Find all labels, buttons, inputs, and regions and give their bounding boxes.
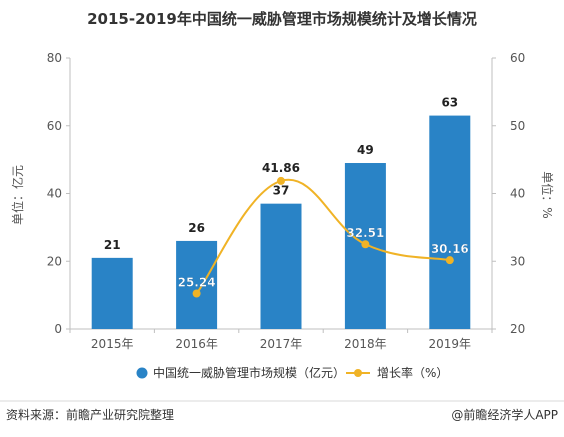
- chart-title: 2015-2019年中国统一威胁管理市场规模统计及增长情况: [87, 10, 477, 28]
- growth-rate-point: [277, 176, 285, 185]
- bar: [176, 240, 218, 329]
- growth-rate-label: 30.16: [431, 242, 469, 256]
- legend-marker-bar: [136, 367, 148, 379]
- y-axis-right-label: 单位：%: [540, 171, 555, 218]
- bar: [429, 115, 471, 330]
- y-axis-right-tick-label: 40: [510, 187, 525, 201]
- growth-rate-label: 41.86: [262, 161, 300, 175]
- y-axis-left-tick-label: 60: [47, 119, 62, 133]
- bar: [91, 257, 133, 329]
- footer-brand: @前瞻经济学人APP: [451, 407, 558, 422]
- x-axis-tick-label: 2018年: [344, 337, 387, 351]
- legend-label-bar: 中国统一威胁管理市场规模（亿元）: [153, 365, 345, 380]
- x-axis-tick-label: 2019年: [429, 337, 472, 351]
- x-axis-tick-label: 2017年: [260, 337, 303, 351]
- y-axis-left-tick-label: 20: [47, 254, 62, 268]
- axes: 0 20 40 60 80 20 30 40 50 60 2015年 2016年 2017年 2018年 2…: [47, 51, 526, 351]
- growth-rate-point: [361, 240, 370, 249]
- growth-rate-point: [192, 289, 201, 298]
- growth-rate-line: [195, 178, 450, 295]
- y-axis-right-tick-label: 30: [510, 254, 525, 268]
- y-axis-left-tick-label: 0: [54, 322, 62, 336]
- footer-source: 资料来源：前瞻产业研究院整理: [6, 407, 174, 422]
- growth-rate-label: 25.24: [178, 275, 216, 289]
- bar-value-label: 63: [441, 96, 458, 110]
- bar-value-label: 26: [188, 221, 205, 235]
- y-axis-right-tick-label: 50: [510, 119, 525, 133]
- y-axis-left-tick-label: 80: [47, 51, 62, 65]
- line-labels: 25.24 41.86 32.51 30.16: [177, 161, 469, 290]
- bar-value-label: 49: [357, 143, 374, 157]
- x-axis-tick-label: 2015年: [91, 337, 134, 351]
- bar-series: [91, 115, 471, 330]
- y-axis-right-tick-label: 20: [510, 322, 525, 336]
- bar-value-label: 21: [104, 238, 121, 252]
- bar-value-label: 37: [273, 184, 290, 198]
- legend-marker-line-dot: [354, 369, 362, 377]
- growth-rate-point: [445, 256, 454, 265]
- legend: 中国统一威胁管理市场规模（亿元） 增长率（%）: [136, 365, 448, 380]
- y-axis-left-tick-label: 40: [47, 187, 62, 201]
- growth-rate-label: 32.51: [346, 226, 384, 240]
- y-axis-right-tick-label: 60: [510, 51, 525, 65]
- x-axis-tick-label: 2016年: [175, 337, 218, 351]
- bar: [260, 203, 302, 329]
- legend-label-line: 增长率（%）: [377, 365, 448, 380]
- line-series: [192, 176, 454, 298]
- y-axis-left-label: 单位：亿元: [10, 165, 25, 225]
- bar-labels: 21 26 37 49 63: [104, 96, 458, 252]
